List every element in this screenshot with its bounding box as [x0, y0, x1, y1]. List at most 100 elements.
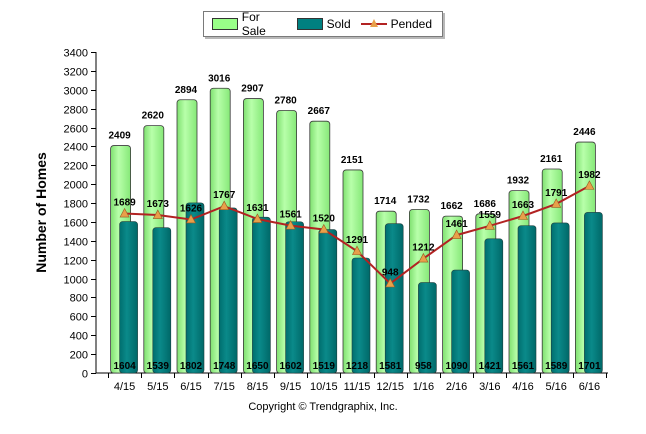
x-tick-label: 10/15	[310, 381, 338, 393]
for-sale-value-label: 2780	[274, 96, 297, 107]
sold-value-label: 1090	[445, 361, 468, 372]
for-sale-value-label: 2409	[108, 131, 131, 142]
sold-bar	[550, 222, 570, 374]
y-tick-label: 2000	[64, 180, 88, 192]
sold-value-label: 1604	[113, 361, 136, 372]
x-tick-label: 4/16	[512, 381, 533, 393]
y-tick-label: 3000	[64, 86, 88, 98]
pended-value-label: 1559	[479, 210, 502, 221]
sold-value-label: 1218	[346, 361, 369, 372]
y-tick-label: 400	[70, 331, 88, 343]
x-tick-label: 11/15	[344, 381, 371, 393]
pended-marker	[551, 198, 562, 208]
for-sale-value-label: 3016	[208, 73, 231, 84]
y-tick-label: 1600	[64, 218, 88, 230]
x-tick-label: 6/16	[579, 381, 600, 393]
pended-swatch	[360, 18, 387, 30]
pended-value-label: 1212	[412, 243, 435, 254]
for-sale-legend-label: For Sale	[241, 10, 266, 38]
y-tick-label: 1000	[64, 275, 88, 287]
sold-value-label: 1802	[180, 361, 203, 372]
y-tick-label: 1200	[64, 256, 88, 268]
x-tick-label: 6/15	[180, 381, 201, 393]
for-sale-value-label: 2620	[142, 111, 165, 122]
for-sale-value-label: 2894	[175, 85, 198, 96]
x-tick-label: 5/16	[545, 381, 566, 393]
legend: For Sale Sold Pended	[203, 10, 443, 38]
sold-value-label: 958	[415, 361, 432, 372]
pended-value-label: 1626	[180, 203, 203, 214]
pended-marker	[518, 210, 528, 220]
sold-value-label: 1602	[279, 361, 302, 372]
x-tick-label: 2/16	[446, 381, 467, 393]
for-sale-value-label: 1932	[507, 176, 530, 187]
pended-marker	[252, 213, 263, 223]
pended-marker	[484, 220, 495, 230]
sold-value-label: 1561	[512, 361, 535, 372]
sold-bar	[185, 202, 205, 374]
pended-value-label: 1767	[213, 190, 236, 201]
sold-bar	[218, 207, 238, 374]
sold-bar	[451, 269, 470, 374]
y-tick-label: 1800	[64, 199, 88, 211]
legend-item-sold[interactable]: Sold	[296, 17, 351, 31]
x-tick-label: 12/15	[376, 381, 404, 393]
for-sale-value-label: 1686	[474, 199, 497, 210]
pended-value-label: 1631	[246, 203, 269, 214]
for-sale-value-label: 2446	[573, 127, 596, 138]
pended-value-label: 1673	[147, 199, 170, 210]
x-tick-label: 4/15	[114, 381, 135, 393]
legend-item-for-sale[interactable]: For Sale	[212, 10, 287, 38]
x-tick-label: 1/16	[413, 381, 434, 393]
pended-marker	[152, 209, 163, 219]
pended-marker	[318, 223, 329, 234]
y-tick-label: 2400	[64, 142, 88, 154]
x-tick-label: 7/15	[213, 381, 234, 393]
y-tick-label: 2800	[64, 105, 88, 117]
pended-marker	[385, 277, 396, 288]
copyright-text: Copyright © Trendgraphix, Inc.	[248, 401, 398, 413]
for-sale-value-label: 1662	[440, 201, 463, 212]
sold-value-label: 1748	[213, 361, 236, 372]
sold-value-label: 1421	[479, 361, 502, 372]
x-tick-label: 8/15	[247, 381, 268, 393]
sold-legend-label: Sold	[326, 17, 351, 31]
sold-bar	[418, 282, 437, 374]
sold-value-label: 1701	[578, 361, 601, 372]
sold-bar	[285, 221, 304, 374]
pended-value-label: 1461	[445, 219, 468, 230]
pended-marker	[186, 213, 196, 224]
for-sale-swatch	[212, 18, 238, 30]
legend-item-pended[interactable]: Pended	[360, 17, 432, 31]
y-tick-label: 2600	[64, 124, 88, 136]
for-sale-value-label: 2907	[241, 84, 264, 95]
x-tick-label: 9/15	[280, 381, 301, 393]
pended-marker	[219, 200, 230, 210]
sold-value-label: 1581	[379, 361, 402, 372]
sold-bar	[584, 212, 603, 374]
pended-marker	[352, 245, 362, 255]
for-sale-value-label: 1732	[407, 194, 430, 205]
y-axis-title: Number of Homes	[33, 152, 49, 273]
y-tick-label: 3400	[64, 48, 88, 60]
pended-legend-label: Pended	[390, 17, 432, 31]
pended-marker	[451, 229, 462, 239]
sold-value-label: 1589	[545, 361, 568, 372]
sold-bar	[384, 223, 404, 374]
pended-value-label: 1291	[346, 235, 369, 246]
for-sale-value-label: 2667	[308, 106, 331, 117]
sold-bar	[318, 229, 338, 374]
x-tick-label: 5/15	[147, 381, 168, 393]
sold-bar	[351, 257, 371, 374]
pended-value-label: 1520	[313, 213, 336, 224]
for-sale-value-label: 1714	[374, 196, 397, 207]
pended-value-label: 1982	[578, 170, 601, 181]
pended-value-label: 1689	[113, 198, 136, 209]
sold-bar	[252, 216, 271, 374]
pended-value-label: 1791	[545, 188, 568, 199]
y-tick-label: 0	[82, 369, 88, 381]
sold-bar	[484, 238, 504, 374]
pended-marker	[285, 219, 296, 230]
sold-value-label: 1650	[246, 361, 269, 372]
